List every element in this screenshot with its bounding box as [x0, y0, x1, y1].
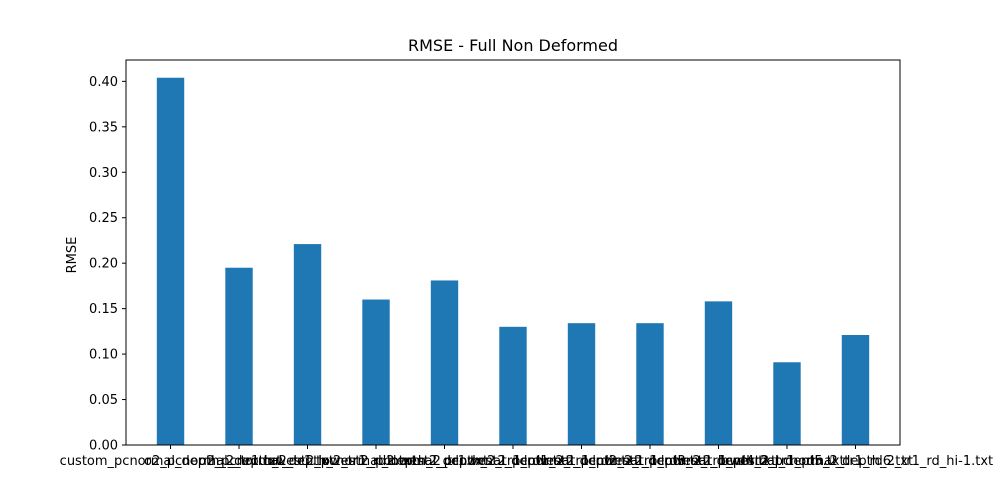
- bar: [430, 280, 459, 445]
- y-tick-label: 0.40: [89, 75, 118, 90]
- x-tick-label: lowest2_pcnormal_depth_2_tr1_rd_hi-1.txt: [718, 454, 993, 469]
- x-tick-label: lowest2_pcnormal_depth_2_tr1_rd2.txt: [387, 454, 639, 469]
- x-tick-label: custom_pcnormal_depth_2_tr1.txt: [60, 454, 282, 469]
- plot-area: 0.00 0.05 0.10 0.15 0.20 0.25 0.30 0.35 0.40 cust…: [60, 59, 993, 469]
- bar: [636, 323, 664, 445]
- bar: [567, 323, 596, 445]
- bar: [773, 362, 801, 445]
- bar: [156, 77, 185, 446]
- y-tick-label: 0.35: [89, 120, 118, 135]
- y-tick-label: 0.05: [89, 393, 118, 408]
- chart-title: RMSE - Full Non Deformed: [408, 36, 618, 55]
- bar: [293, 244, 322, 445]
- y-tick-label: 0.25: [89, 211, 118, 226]
- y-tick-label: 0.30: [89, 166, 118, 181]
- bar: [225, 267, 253, 445]
- bar: [499, 326, 527, 445]
- y-tick-label: 0.00: [89, 439, 118, 454]
- bar: [704, 301, 733, 445]
- bar: [841, 335, 870, 445]
- x-tick-label: lowest2_pcnormal_depth_2_tr1_rd3.txt: [455, 454, 707, 469]
- x-tick-label: lowest2_pcnormal_depth_2_tr1.txt: [264, 454, 488, 469]
- x-tick-label: lowest2_pcnormal_depth_2_tr1_rd6.txt: [661, 454, 913, 469]
- x-tick-label: lowest2_pcnormal_depth_2_tr1_rd1.txt: [318, 454, 570, 469]
- y-axis-label: RMSE: [65, 237, 80, 274]
- bar: [362, 299, 390, 445]
- x-tick-label: lowest2_pcnormal_depth_2_tr1_rd5.txt: [592, 454, 844, 469]
- y-tick-label: 0.15: [89, 302, 118, 317]
- x-tick-label: lowest2_pcnormal_depth_2_tr1_rd4.txt: [524, 454, 776, 469]
- x-tick-label: o2_pcnormal_depth_2_tr1.txt: [144, 454, 334, 469]
- y-tick-label: 0.20: [89, 257, 118, 272]
- x-tick-label: o2_pcnormal_depth_2_tr1_rd2.txt: [198, 454, 416, 469]
- y-tick-label: 0.10: [89, 348, 118, 363]
